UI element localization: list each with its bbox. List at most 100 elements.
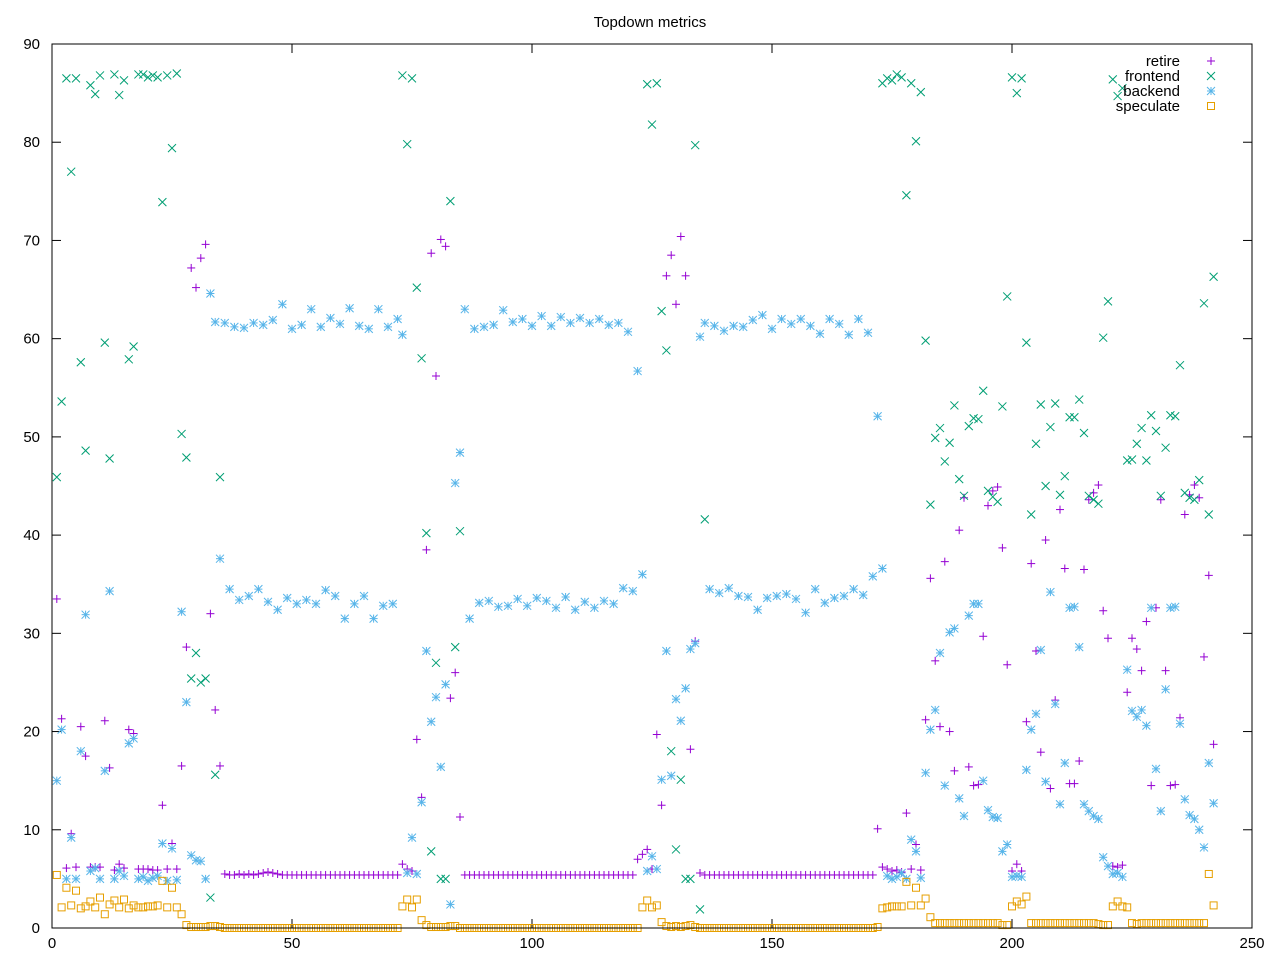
backend-point: [878, 564, 887, 573]
frontend-point: [882, 74, 892, 83]
speculate-point: [1195, 919, 1204, 928]
frontend-point: [196, 678, 206, 687]
backend-point: [110, 874, 119, 884]
speculate-point: [436, 923, 445, 932]
frontend-point: [52, 472, 62, 482]
backend-point: [1050, 699, 1060, 709]
backend-point: [690, 638, 700, 648]
backend-point: [177, 607, 186, 617]
series-retire: [52, 232, 1218, 879]
backend-point: [354, 321, 364, 331]
frontend-point: [964, 421, 974, 431]
speculate-point: [1070, 919, 1079, 928]
backend-point: [1170, 602, 1180, 612]
frontend-point: [1127, 455, 1137, 464]
backend-point: [614, 318, 623, 328]
speculate-point: [144, 902, 152, 911]
backend-point: [902, 874, 911, 884]
retire-point: [955, 526, 964, 535]
frontend-point: [402, 139, 412, 149]
speculate-point: [196, 923, 205, 932]
backend-point: [594, 314, 604, 324]
speculate-point: [964, 919, 973, 928]
speculate-point: [643, 896, 652, 905]
speculate-point: [168, 883, 176, 892]
frontend-point: [158, 197, 167, 207]
retire-point: [249, 870, 258, 879]
backend-point: [604, 320, 614, 330]
backend-point: [1103, 861, 1113, 871]
backend-point: [201, 874, 210, 884]
backend-point: [974, 599, 983, 609]
frontend-point: [1041, 481, 1050, 491]
retire-point: [643, 845, 652, 854]
backend-point: [551, 603, 561, 613]
speculate-point: [451, 922, 460, 931]
retire-point: [72, 863, 80, 872]
frontend-point: [407, 74, 417, 83]
speculate-point: [1065, 919, 1074, 928]
retire-point: [393, 870, 402, 879]
backend-point: [681, 683, 690, 693]
backend-point: [172, 875, 182, 885]
speculate-point: [139, 903, 148, 912]
backend-point: [278, 299, 287, 309]
y-tick-label: 70: [23, 232, 40, 249]
speculate-point: [1118, 902, 1127, 911]
speculate-point: [921, 894, 930, 903]
backend-point: [628, 586, 638, 596]
speculate-point: [422, 921, 431, 930]
y-tick-label: 50: [23, 429, 40, 446]
backend-point: [940, 781, 950, 790]
frontend-point: [110, 70, 119, 79]
frontend-point: [90, 89, 100, 99]
retire-point: [1142, 617, 1151, 626]
frontend-point: [201, 674, 210, 683]
backend-point: [417, 797, 426, 807]
retire-point: [456, 813, 464, 822]
backend-point: [1209, 798, 1218, 808]
speculate-point: [148, 902, 157, 911]
speculate-point: [1200, 919, 1208, 928]
frontend-point: [1190, 495, 1199, 505]
frontend-point: [1084, 491, 1094, 501]
retire-point: [667, 251, 676, 260]
speculate-point: [1185, 919, 1194, 928]
retire-point: [1166, 781, 1175, 790]
backend-point: [858, 590, 868, 600]
frontend-point: [1031, 439, 1041, 449]
speculate-point: [1012, 897, 1021, 906]
speculate-point: [902, 877, 911, 886]
speculate-point: [120, 895, 128, 904]
retire-point: [888, 867, 896, 876]
backend-point: [412, 869, 422, 879]
legend-marker-speculate: [1207, 102, 1215, 110]
backend-point: [268, 315, 278, 325]
speculate-point: [91, 903, 100, 912]
retire-point: [868, 870, 877, 879]
frontend-point: [76, 357, 86, 367]
retire-point: [638, 850, 647, 859]
backend-point: [1151, 764, 1161, 774]
series-frontend: [52, 69, 1218, 914]
backend-point: [825, 314, 834, 324]
retire-point: [883, 865, 892, 874]
backend-point: [182, 697, 191, 707]
speculate-point: [115, 903, 124, 912]
speculate-point: [648, 903, 656, 912]
speculate-point: [67, 901, 76, 910]
backend-point: [820, 598, 830, 608]
backend-point: [316, 322, 326, 332]
retire-point: [230, 870, 239, 879]
backend-point: [450, 478, 460, 488]
backend-point: [426, 717, 436, 727]
backend-point: [954, 793, 964, 803]
speculate-point: [1204, 869, 1213, 878]
frontend-point: [1103, 296, 1113, 306]
speculate-point: [1008, 902, 1016, 911]
backend-point: [1098, 852, 1108, 862]
retire-point: [1128, 634, 1136, 643]
backend-point: [484, 596, 494, 606]
frontend-point: [1142, 456, 1151, 465]
